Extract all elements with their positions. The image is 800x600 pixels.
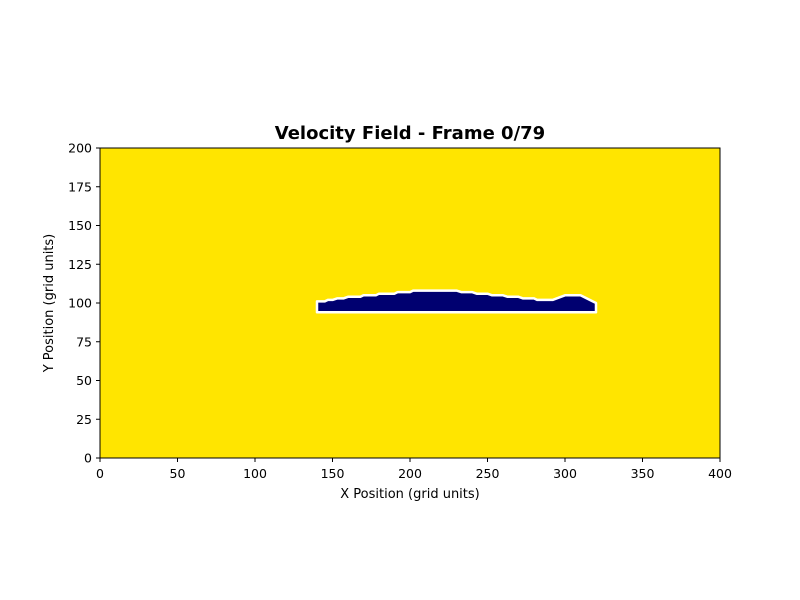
y-tick-label: 50 — [76, 373, 92, 388]
x-tick-label: 50 — [170, 466, 186, 481]
y-tick-label: 175 — [68, 179, 92, 194]
x-tick-label: 100 — [243, 466, 267, 481]
x-axis-label: X Position (grid units) — [340, 487, 479, 502]
y-tick-label: 0 — [84, 451, 92, 466]
y-axis-label: Y Position (grid units) — [42, 234, 57, 374]
y-tick-label: 200 — [68, 141, 92, 156]
obstacle-region — [315, 289, 598, 314]
x-tick-label: 350 — [631, 466, 655, 481]
y-tick-label: 125 — [68, 257, 92, 272]
x-tick-label: 300 — [553, 466, 577, 481]
y-tick-label: 150 — [68, 218, 92, 233]
x-tick-label: 200 — [398, 466, 422, 481]
x-axis: 0 50 100 150 200 250 300 350 400 — [96, 458, 732, 481]
y-tick-label: 75 — [76, 334, 92, 349]
x-tick-label: 150 — [321, 466, 345, 481]
y-tick-label: 25 — [76, 412, 92, 427]
y-axis: 0 25 50 75 100 125 150 175 200 — [68, 141, 100, 466]
chart-title: Velocity Field - Frame 0/79 — [275, 123, 545, 144]
x-tick-label: 400 — [708, 466, 732, 481]
x-tick-label: 250 — [476, 466, 500, 481]
x-tick-label: 0 — [96, 466, 104, 481]
y-tick-label: 100 — [68, 296, 92, 311]
